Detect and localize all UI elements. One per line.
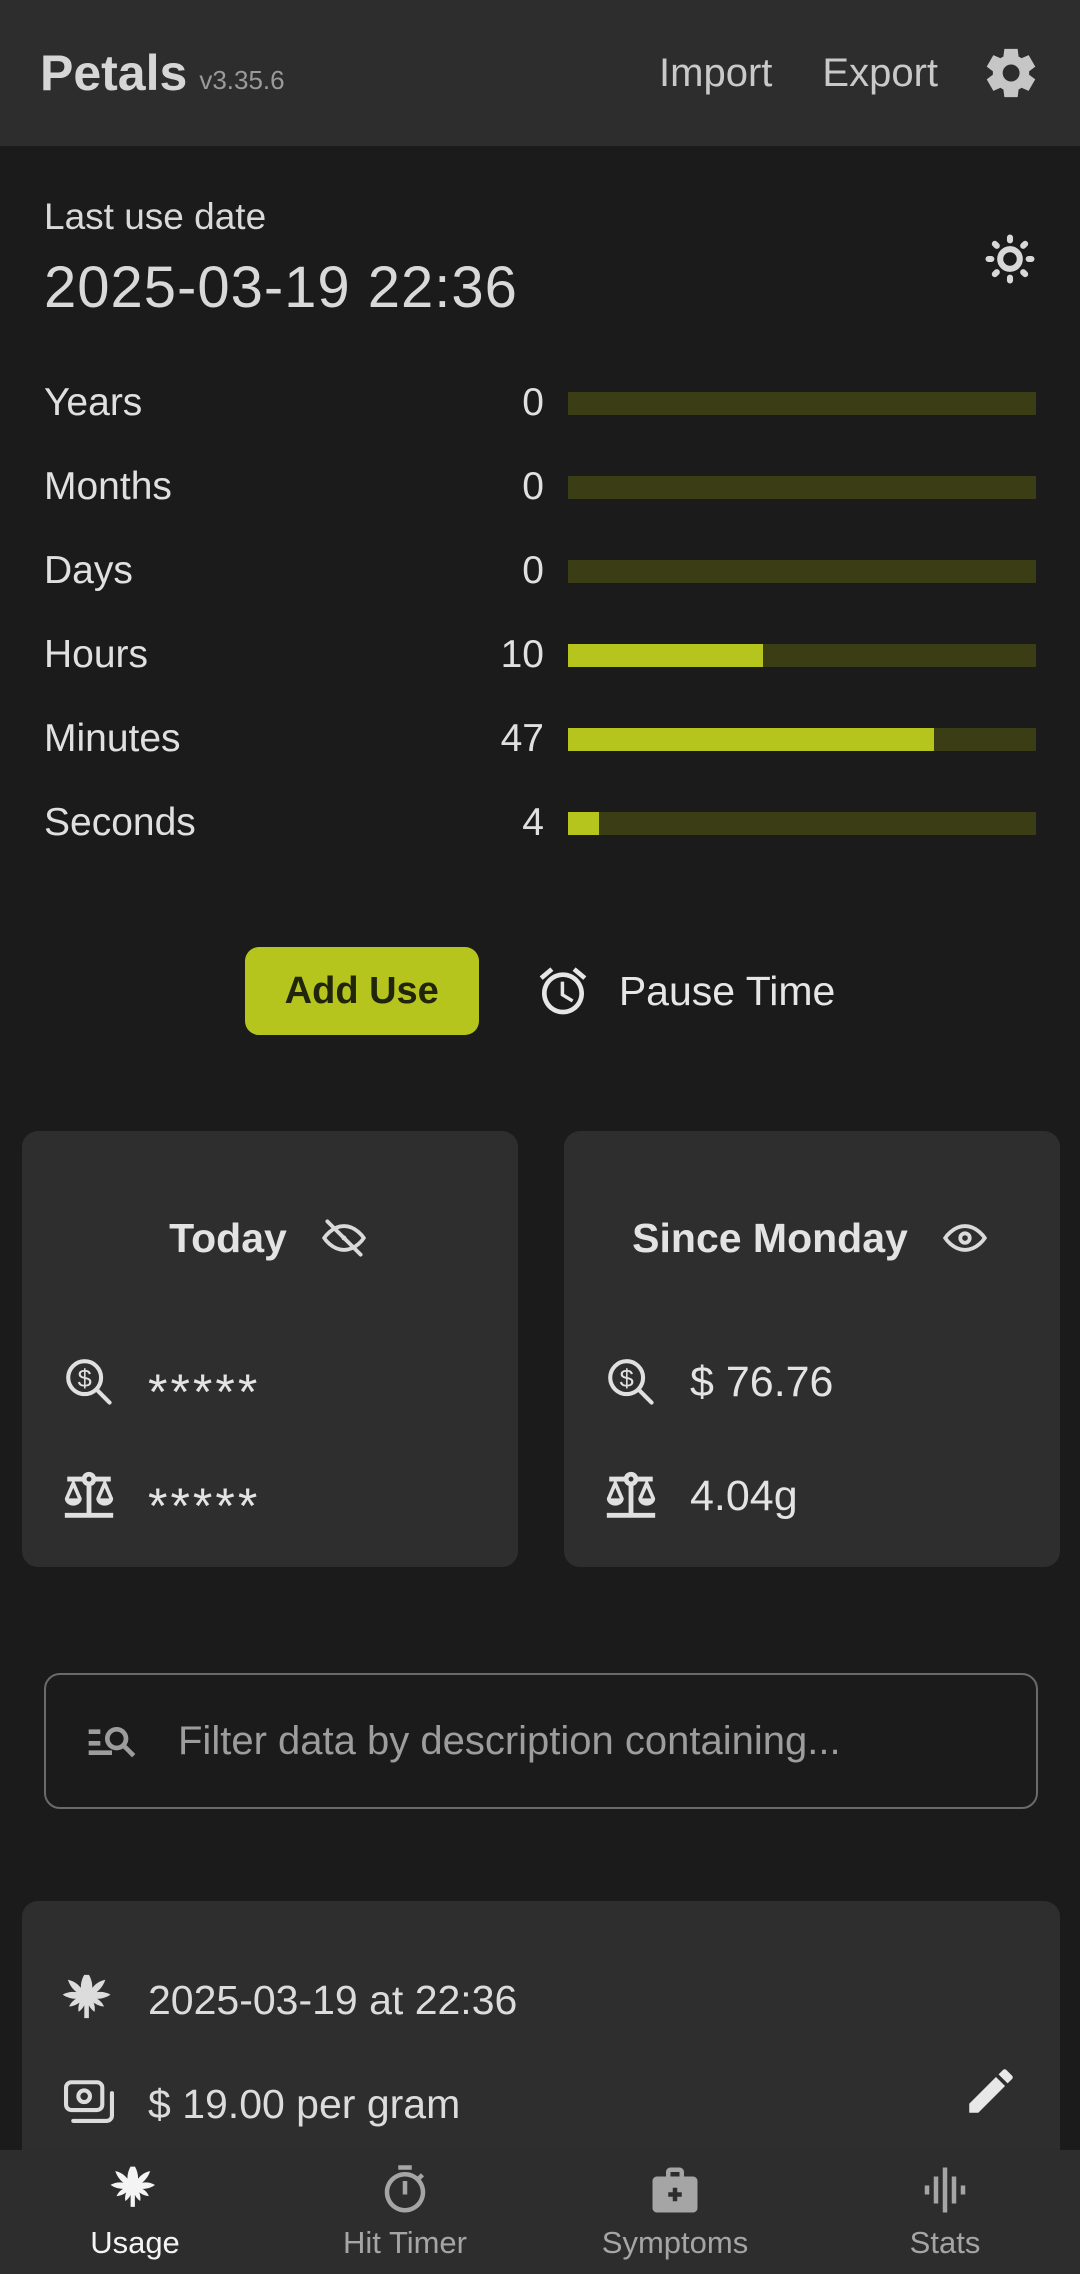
time-since-bars: Years 0 Months 0 Days 0 Hours 10 Minutes… (44, 361, 1036, 865)
price-payments-icon (60, 2075, 118, 2133)
entry-datetime: 2025-03-19 at 22:36 (148, 1976, 518, 2023)
summary-cards: Today $ ***** ** (22, 1131, 1060, 1567)
scale-icon (602, 1467, 660, 1525)
timer-value: 0 (522, 465, 544, 508)
timer-value: 0 (522, 381, 544, 424)
since-monday-card: Since Monday $ $ 76.76 4.04 (564, 1131, 1060, 1567)
nav-label: Symptoms (601, 2225, 749, 2260)
since-monday-cost-value: $ 76.76 (690, 1357, 834, 1406)
action-row: Add Use Pause Time (0, 947, 1080, 1035)
timer-bar (568, 811, 1036, 835)
svg-text:$: $ (78, 1365, 92, 1393)
nav-tab-stats[interactable]: Stats (810, 2150, 1080, 2274)
since-monday-weight-value: 4.04g (690, 1471, 798, 1520)
entry-price: $ 19.00 per gram (148, 2080, 461, 2127)
eye-off-icon[interactable] (317, 1211, 371, 1265)
timer-row-seconds: Seconds 4 (44, 781, 1036, 865)
timer-row-minutes: Minutes 47 (44, 697, 1036, 781)
timer-bar (568, 727, 1036, 751)
timer-row-hours: Hours 10 (44, 613, 1036, 697)
filter-input[interactable] (178, 1718, 998, 1764)
timer-bar (568, 643, 1036, 667)
medical-bag-icon (648, 2163, 702, 2217)
equalizer-stats-icon (918, 2163, 972, 2217)
timer-value: 10 (500, 633, 544, 676)
nav-tab-usage[interactable]: Usage (0, 2150, 270, 2274)
timer-value: 47 (500, 717, 544, 760)
nav-tab-symptoms[interactable]: Symptoms (540, 2150, 810, 2274)
money-search-icon: $ (602, 1353, 660, 1411)
timer-label: Days (44, 549, 133, 592)
timer-label: Months (44, 465, 172, 508)
cannabis-leaf-icon (108, 2163, 162, 2217)
today-cost-value: ***** (148, 1364, 261, 1420)
cannabis-leaf-icon (60, 1971, 118, 2029)
last-use-section: Last use date 2025-03-19 22:36 (44, 196, 1038, 321)
timer-label: Hours (44, 633, 149, 676)
timer-row-months: Months 0 (44, 445, 1036, 529)
export-button[interactable]: Export (822, 50, 938, 95)
nav-tab-hit-timer[interactable]: Hit Timer (270, 2150, 540, 2274)
nav-label: Stats (909, 2225, 981, 2260)
timer-label: Years (44, 381, 143, 424)
timer-label: Minutes (44, 717, 181, 760)
app-title: Petals (40, 45, 188, 101)
today-card: Today $ ***** ** (22, 1131, 518, 1567)
edit-pencil-icon[interactable] (962, 2062, 1020, 2120)
today-weight-value: ***** (148, 1478, 261, 1534)
app-header: Petals v3.35.6 Import Export (0, 0, 1080, 146)
timer-label: Seconds (44, 801, 196, 844)
timer-bar-fill (568, 643, 764, 667)
filter-search-icon (84, 1713, 140, 1769)
bottom-navigation: Usage Hit Timer Symptoms Stats (0, 2150, 1080, 2274)
settings-gear-icon[interactable] (982, 44, 1040, 102)
svg-text:$: $ (620, 1365, 634, 1393)
today-card-title: Today (169, 1214, 287, 1261)
timer-bar (568, 475, 1036, 499)
timer-row-years: Years 0 (44, 361, 1036, 445)
timer-value: 0 (522, 549, 544, 592)
since-monday-card-title: Since Monday (632, 1214, 908, 1261)
brightness-icon[interactable] (982, 231, 1038, 287)
stopwatch-icon (378, 2163, 432, 2217)
pause-time-button[interactable]: Pause Time (535, 963, 836, 1019)
timer-bar-fill (568, 811, 600, 835)
filter-box (44, 1673, 1038, 1809)
nav-label: Usage (90, 2225, 180, 2260)
eye-icon[interactable] (938, 1211, 992, 1265)
scale-icon (60, 1467, 118, 1525)
pause-time-label: Pause Time (618, 967, 836, 1014)
timer-row-days: Days 0 (44, 529, 1036, 613)
import-button[interactable]: Import (659, 50, 773, 95)
timer-bar (568, 559, 1036, 583)
last-use-label: Last use date (44, 196, 267, 237)
add-use-button[interactable]: Add Use (244, 947, 479, 1035)
money-search-icon: $ (60, 1353, 118, 1411)
alarm-clock-icon (535, 963, 591, 1019)
timer-bar (568, 391, 1036, 415)
nav-label: Hit Timer (343, 2225, 467, 2260)
last-use-value: 2025-03-19 22:36 (44, 255, 518, 320)
app-version: v3.35.6 (199, 64, 285, 95)
timer-value: 4 (522, 801, 544, 844)
timer-bar-fill (568, 727, 935, 751)
